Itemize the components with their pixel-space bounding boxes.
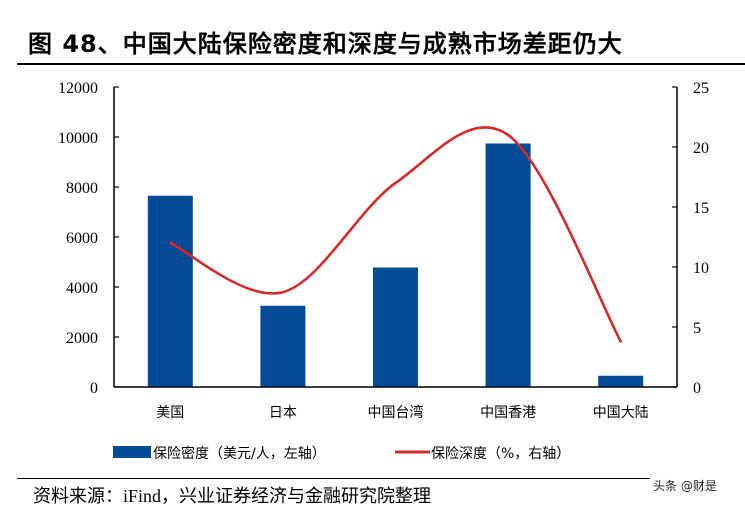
left-tick-label: 10000	[58, 130, 98, 147]
right-tick-label: 5	[693, 320, 701, 337]
category-label: 美国	[156, 405, 184, 421]
right-tick-label: 20	[693, 140, 709, 157]
bar	[147, 195, 193, 387]
bar	[373, 267, 418, 387]
right-tick-label: 0	[693, 380, 701, 397]
legend-label-depth: 保险深度（%，右轴）	[431, 446, 570, 462]
title-divider	[17, 63, 745, 65]
left-tick-label: 12000	[58, 80, 98, 97]
depth-line	[169, 126, 622, 343]
line-series-insurance-depth	[169, 126, 622, 343]
left-tick-label: 4000	[66, 280, 98, 297]
left-y-axis: 0 2000 4000 6000 8000 10000 12000	[58, 80, 119, 397]
source-divider	[17, 478, 662, 479]
category-label: 日本	[269, 405, 297, 421]
category-label: 中国大陆	[593, 405, 649, 421]
watermark: 头条 @财是	[650, 477, 720, 494]
bar	[485, 143, 531, 387]
bar	[598, 375, 644, 387]
right-tick-label: 15	[693, 200, 709, 217]
legend-bar-swatch	[113, 446, 151, 458]
category-label: 中国香港	[480, 405, 536, 421]
source-note: 资料来源：iFind，兴业证券经济与金融研究院整理	[33, 486, 432, 506]
combo-chart: 0 2000 4000 6000 8000 10000 12000 0 5 10 15 20 25 美…	[58, 80, 709, 462]
left-tick-label: 0	[90, 380, 98, 397]
left-tick-label: 8000	[66, 180, 98, 197]
legend: 保险密度（美元/人，左轴） 保险深度（%，右轴）	[113, 445, 570, 462]
legend-label-density: 保险密度（美元/人，左轴）	[153, 445, 326, 462]
right-tick-label: 25	[693, 80, 709, 97]
bar	[260, 305, 306, 387]
right-y-axis: 0 5 10 15 20 25	[672, 80, 709, 397]
left-tick-label: 6000	[66, 230, 98, 247]
left-tick-label: 2000	[66, 330, 98, 347]
figure-title: 图 48、中国大陆保险密度和深度与成熟市场差距仍大	[28, 30, 623, 58]
bar-series-insurance-density	[147, 143, 644, 387]
right-tick-label: 10	[693, 260, 709, 277]
x-axis: 美国 日本 中国台湾 中国香港 中国大陆	[114, 386, 677, 421]
category-label: 中国台湾	[368, 404, 424, 421]
